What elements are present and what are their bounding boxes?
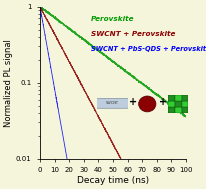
Text: +: +	[159, 97, 167, 107]
Text: SWCNT: SWCNT	[106, 101, 119, 105]
X-axis label: Decay time (ns): Decay time (ns)	[77, 176, 149, 185]
Text: SWCNT + PbS-QDS + Perovskite: SWCNT + PbS-QDS + Perovskite	[91, 46, 206, 52]
Bar	[182, 94, 188, 101]
Circle shape	[139, 96, 156, 112]
Bar	[175, 101, 182, 107]
Bar	[168, 107, 175, 113]
Bar	[182, 107, 188, 113]
Bar	[168, 101, 175, 107]
Text: SWCNT + Perovskite: SWCNT + Perovskite	[91, 31, 176, 37]
Text: Perovskite: Perovskite	[91, 16, 135, 22]
Text: +: +	[129, 97, 137, 107]
FancyBboxPatch shape	[95, 98, 129, 108]
Y-axis label: Normalized PL signal: Normalized PL signal	[4, 39, 13, 127]
Bar	[182, 101, 188, 107]
Bar	[175, 94, 182, 101]
Bar	[175, 107, 182, 113]
Bar	[168, 94, 175, 101]
